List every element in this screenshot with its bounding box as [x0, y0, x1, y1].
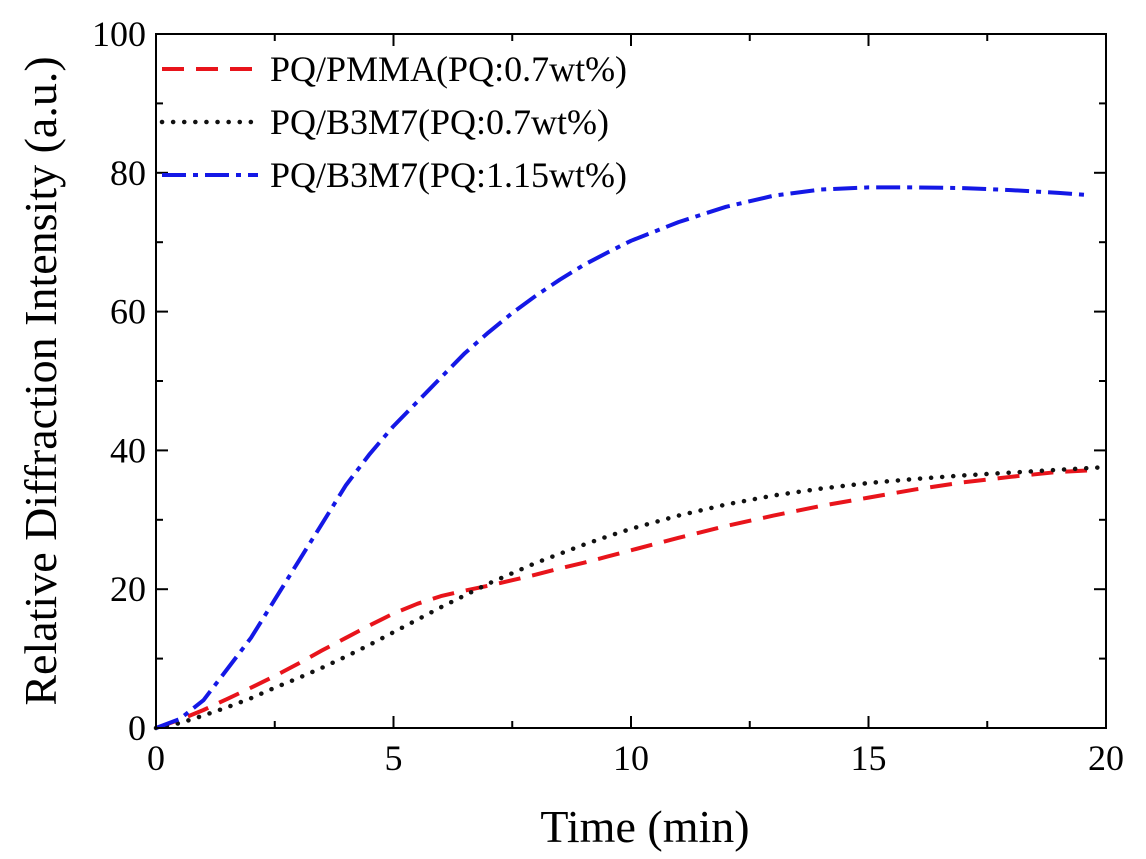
legend-label-2: PQ/B3M7(PQ:0.7wt%)	[270, 102, 609, 142]
legend-label-1: PQ/PMMA(PQ:0.7wt%)	[270, 49, 627, 89]
x-tick-label: 0	[147, 738, 165, 778]
series-line-2	[153, 464, 1109, 731]
y-tick-label: 80	[110, 153, 146, 193]
series-layer	[153, 185, 1109, 731]
x-tick-label: 20	[1088, 738, 1124, 778]
y-tick-label: 0	[128, 708, 146, 748]
x-axis-title: Time (min)	[540, 801, 749, 852]
y-axis-title: Relative Diffraction Intensity (a.u.)	[15, 56, 66, 705]
y-tick-label: 40	[110, 430, 146, 470]
y-tick-label: 20	[110, 569, 146, 609]
x-tick-label: 10	[613, 738, 649, 778]
x-tick-label: 15	[851, 738, 887, 778]
y-tick-label: 100	[92, 14, 146, 54]
legend: PQ/PMMA(PQ:0.7wt%) PQ/B3M7(PQ:0.7wt%) PQ/B…	[159, 49, 627, 195]
y-tick-label: 60	[110, 292, 146, 332]
series-line-1	[155, 468, 1088, 730]
x-tick-label: 5	[385, 738, 403, 778]
legend-label-3: PQ/B3M7(PQ:1.15wt%)	[270, 155, 627, 195]
ticks-layer: 0 5 10 15 20 0 20 40 60 80 100	[92, 14, 1124, 778]
series-line-3	[155, 185, 1088, 730]
